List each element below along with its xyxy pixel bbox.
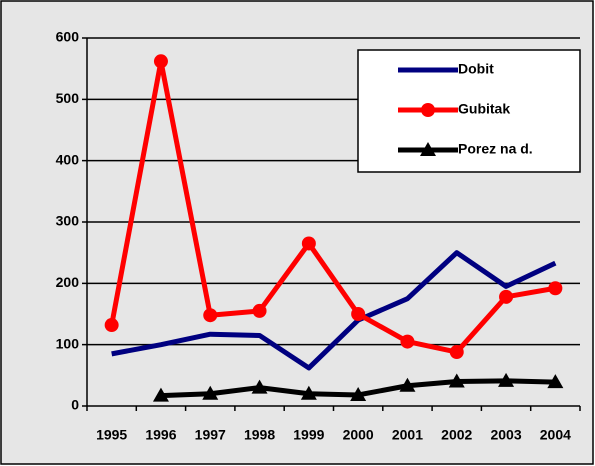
- point: [449, 345, 464, 360]
- y-tick-label: 400: [56, 151, 80, 167]
- x-tick-label: 2000: [343, 427, 374, 443]
- point: [548, 281, 563, 296]
- point: [498, 372, 515, 387]
- y-tick-label: 300: [56, 213, 80, 229]
- y-tick-label: 600: [56, 29, 80, 45]
- point: [251, 379, 268, 394]
- point: [400, 334, 415, 349]
- point: [448, 373, 465, 388]
- x-tick-label: 2004: [540, 427, 571, 443]
- legend-box: [357, 49, 581, 173]
- point: [301, 236, 316, 251]
- point: [252, 303, 267, 318]
- x-tick-label: 2003: [490, 427, 521, 443]
- point: [152, 387, 169, 402]
- point: [104, 318, 119, 333]
- point: [351, 307, 366, 321]
- point: [399, 377, 416, 392]
- x-tick-label: 2001: [392, 427, 423, 443]
- series-line: [109, 58, 556, 355]
- series-line: [111, 250, 557, 371]
- point: [203, 308, 218, 323]
- point: [153, 54, 168, 69]
- point: [547, 374, 564, 389]
- legend-label: Porez na d.: [458, 141, 533, 157]
- y-tick-label: 500: [56, 90, 80, 106]
- y-tick-label: 0: [71, 397, 79, 413]
- x-tick-label: 1996: [145, 427, 176, 443]
- x-tick-label: 2002: [441, 427, 472, 443]
- x-tick-label: 1998: [244, 427, 275, 443]
- legend-marker: [421, 103, 435, 117]
- legend-marker: [420, 142, 436, 156]
- legend-label: Dobit: [458, 61, 494, 77]
- point: [300, 385, 317, 400]
- legend-label: Gubitak: [458, 101, 510, 117]
- point: [350, 386, 367, 401]
- point: [499, 289, 514, 304]
- x-tick-label: 1999: [293, 427, 324, 443]
- x-tick-label: 1995: [96, 427, 127, 443]
- x-tick-label: 1997: [195, 427, 226, 443]
- y-tick-label: 200: [56, 274, 80, 290]
- y-tick-label: 100: [56, 335, 80, 351]
- point: [202, 385, 219, 400]
